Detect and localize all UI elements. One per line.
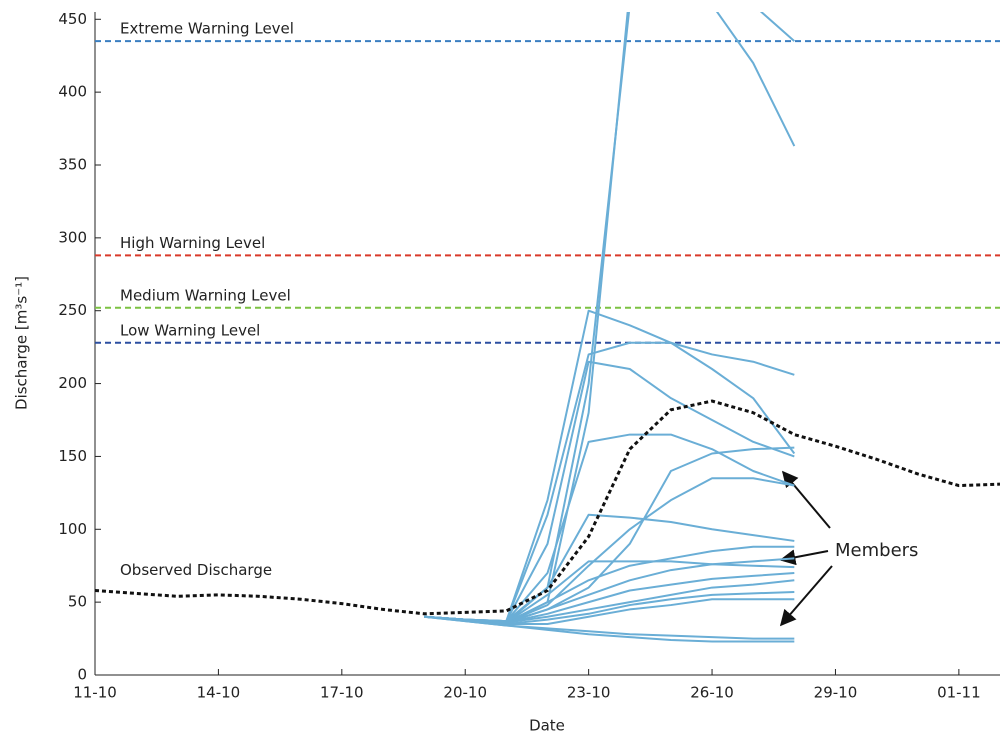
x-tick-label: 26-10 xyxy=(690,684,734,702)
member-line xyxy=(424,560,795,624)
x-tick-label: 01-11 xyxy=(937,684,981,702)
member-line xyxy=(424,477,795,624)
observed-line xyxy=(95,399,1000,616)
member-line xyxy=(424,12,795,624)
members-arrows xyxy=(779,470,833,627)
y-tick-label: 350 xyxy=(58,156,87,174)
y-tick-label: 100 xyxy=(58,520,87,538)
x-axis-label: Date xyxy=(529,717,565,735)
warning-level-label: Extreme Warning Level xyxy=(120,20,294,38)
y-tick-label: 50 xyxy=(68,593,87,611)
x-tick-label: 29-10 xyxy=(814,684,858,702)
member-line xyxy=(423,615,795,643)
warning-level-label: Low Warning Level xyxy=(120,321,260,339)
member-line xyxy=(424,341,796,623)
x-tick-label: 17-10 xyxy=(320,684,364,702)
member-line xyxy=(424,12,796,624)
y-tick-label: 200 xyxy=(58,374,87,392)
warning-level-label: Medium Warning Level xyxy=(120,286,291,304)
plot-area xyxy=(95,12,1000,643)
x-tick-label: 23-10 xyxy=(567,684,611,702)
y-tick-label: 400 xyxy=(58,83,87,101)
y-tick-label: 450 xyxy=(58,10,87,28)
y-tick-label: 150 xyxy=(58,447,87,465)
x-tick-label: 14-10 xyxy=(197,684,241,702)
arrow xyxy=(781,470,831,529)
member-line xyxy=(424,572,795,624)
x-tick-label: 20-10 xyxy=(443,684,487,702)
arrow xyxy=(779,565,833,627)
member-line xyxy=(424,309,795,623)
y-tick-label: 250 xyxy=(58,301,87,319)
y-tick-label: 300 xyxy=(58,228,87,246)
x-tick-label: 11-10 xyxy=(73,684,117,702)
warning-level-label: High Warning Level xyxy=(120,234,265,252)
y-axis-label: Discharge [m³s⁻¹] xyxy=(13,276,31,410)
series-label: Observed Discharge xyxy=(120,561,272,579)
members-label: Members xyxy=(835,540,918,561)
y-tick-label: 0 xyxy=(77,666,87,684)
